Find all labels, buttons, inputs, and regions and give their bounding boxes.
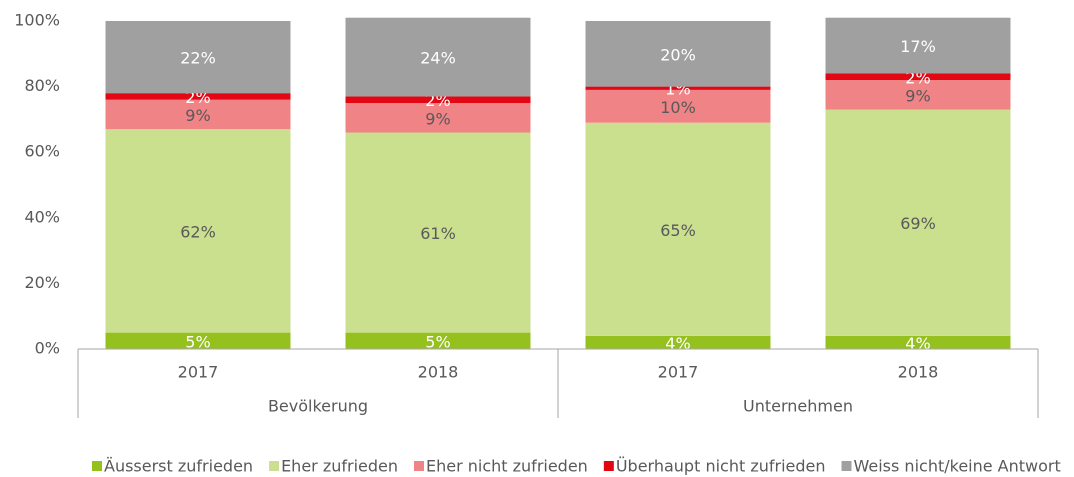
x-tick-label: 2017 <box>658 363 699 382</box>
bar-segment <box>345 96 531 103</box>
y-tick-label: 100% <box>14 11 60 30</box>
y-tick-label: 60% <box>24 142 60 161</box>
bar-segment <box>585 86 771 90</box>
group-label: Bevölkerung <box>268 397 368 416</box>
legend-label: Eher nicht zufrieden <box>426 457 588 476</box>
legend-swatch <box>603 461 614 471</box>
y-tick-label: 80% <box>24 76 60 95</box>
legend-swatch <box>414 461 424 471</box>
bar-segment <box>825 17 1011 74</box>
value-label: 62% <box>180 222 216 241</box>
bar-segment <box>345 17 531 97</box>
bar-segment <box>105 332 291 349</box>
bar-segment <box>105 99 291 130</box>
legend-swatch <box>269 461 280 471</box>
bar-segment <box>345 103 531 133</box>
bar-segment <box>585 122 771 336</box>
value-label: 22% <box>180 49 216 68</box>
value-label: 9% <box>185 106 210 125</box>
value-label: 17% <box>900 37 936 56</box>
value-label: 61% <box>420 224 456 243</box>
legend-label: Eher zufrieden <box>281 457 398 476</box>
y-tick-label: 0% <box>35 339 60 358</box>
value-label: 10% <box>660 98 696 117</box>
bar-segment <box>105 93 291 100</box>
value-label: 5% <box>185 332 210 351</box>
x-tick-label: 2018 <box>898 363 939 382</box>
bar-segment <box>345 132 531 333</box>
y-tick-label: 20% <box>24 273 60 292</box>
value-label: 9% <box>905 86 930 105</box>
bar-segment <box>105 21 291 94</box>
legend-label: Weiss nicht/keine Antwort <box>854 457 1061 476</box>
legend-swatch <box>92 461 102 471</box>
legend-label: Äusserst zufrieden <box>104 457 253 476</box>
bar-segment <box>585 335 771 349</box>
legend-swatch <box>841 461 852 471</box>
bar-segment <box>345 332 531 349</box>
value-label: 65% <box>660 221 696 240</box>
bar-segment <box>585 89 771 123</box>
bar-segment <box>825 80 1011 110</box>
bar-segment <box>105 129 291 333</box>
group-label: Unternehmen <box>743 397 853 416</box>
bar-segment <box>825 335 1011 349</box>
value-label: 20% <box>660 45 696 64</box>
bar-segment <box>825 73 1011 81</box>
legend-label: Überhaupt nicht zufrieden <box>616 457 826 476</box>
value-label: 4% <box>905 334 930 353</box>
value-label: 9% <box>425 109 450 128</box>
x-tick-label: 2018 <box>418 363 459 382</box>
value-label: 4% <box>665 334 690 353</box>
value-label: 24% <box>420 49 456 68</box>
value-label: 5% <box>425 332 450 351</box>
x-tick-label: 2017 <box>178 363 219 382</box>
y-tick-label: 40% <box>24 207 60 226</box>
bar-segment <box>825 109 1011 336</box>
value-label: 69% <box>900 214 936 233</box>
bar-segment <box>585 21 771 87</box>
